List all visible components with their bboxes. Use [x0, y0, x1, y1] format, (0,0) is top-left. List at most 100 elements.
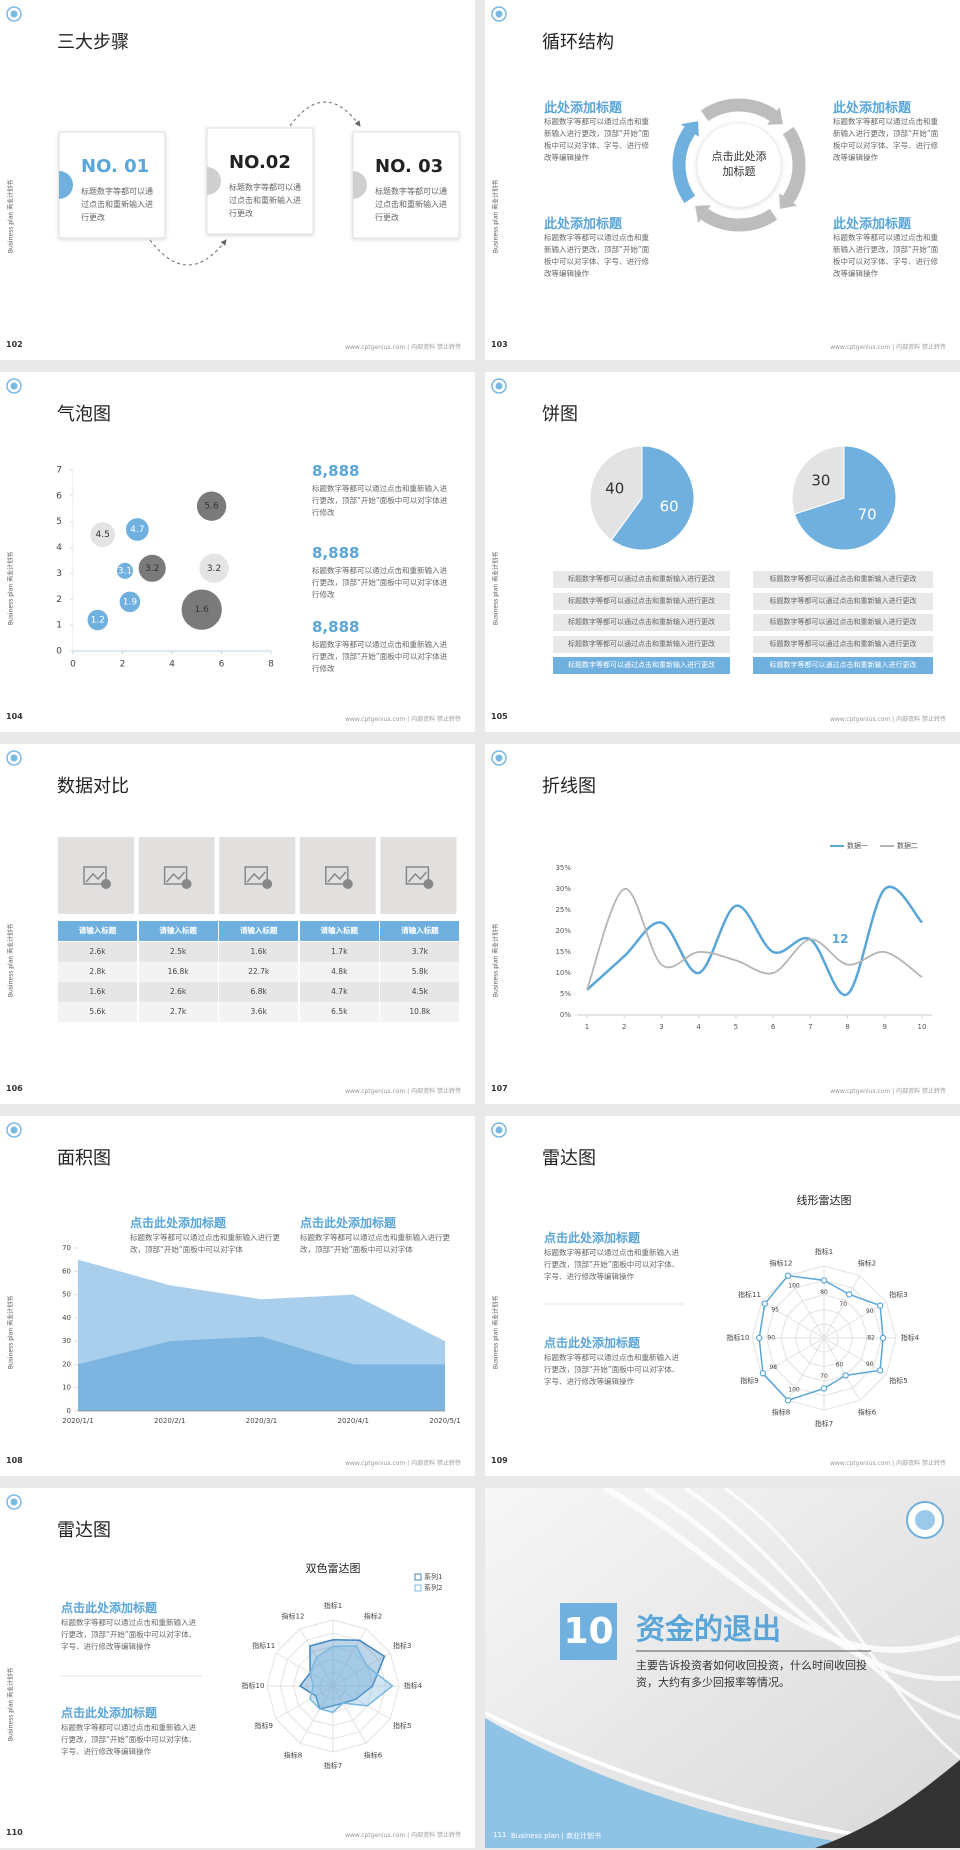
image-icon — [246, 871, 266, 883]
step-box — [352, 131, 460, 239]
value-label: 90 — [866, 1308, 874, 1315]
slide-canvas — [491, 6, 806, 232]
connector — [289, 101, 361, 127]
x-tick-label: 6 — [219, 660, 225, 670]
slide: Business plan 商业计划书 三大步骤 102 www.cptgenius.… — [0, 0, 475, 360]
axis-label: 指标10 — [727, 1333, 750, 1342]
image-placeholder — [58, 837, 134, 914]
value-label: 70 — [820, 1373, 828, 1380]
y-tick-label: 30% — [555, 885, 571, 893]
side-label: Business plan 商业计划书 — [492, 1295, 500, 1370]
step-box — [206, 127, 314, 235]
axis-label: 指标1 — [815, 1247, 833, 1256]
y-tick-label: 15% — [555, 948, 571, 956]
axis-label: 指标12 — [282, 1612, 305, 1621]
axis-label: 指标11 — [252, 1641, 275, 1650]
slide-title: 雷达图 — [542, 1148, 596, 1169]
radar-series — [309, 1645, 394, 1714]
radar-spoke — [787, 1275, 825, 1339]
side-label: Business plan 商业计划书 — [7, 1667, 15, 1742]
image-icon — [407, 871, 427, 883]
y-tick-label: 1 — [56, 621, 62, 631]
radar-spoke — [299, 1685, 334, 1744]
legend-label: 数据一 — [847, 841, 868, 850]
bubble-label: 4.7 — [130, 525, 144, 535]
line-series — [586, 885, 923, 996]
radar-point — [756, 1334, 763, 1342]
axis-label: 指标9 — [254, 1721, 272, 1730]
x-tick-label: 2020/2/1 — [154, 1417, 185, 1425]
cover-swoosh — [724, 1488, 960, 1760]
x-tick-label: 9 — [883, 1023, 887, 1031]
bubble — [197, 552, 231, 585]
table-cell: 2.6k — [138, 982, 218, 1002]
radar-point — [761, 1300, 768, 1307]
bubble — [88, 520, 117, 549]
x-tick-label: 2020/5/1 — [429, 1417, 460, 1425]
axis-label: 指标4 — [404, 1681, 423, 1690]
item-text: 标题数字等都可以通过点击和重新输入进行更改，顶部“开始”面板中可以对字体、字号、… — [544, 233, 650, 278]
step-label: NO. 03 — [375, 156, 444, 177]
table-cell: 1.7k — [299, 942, 379, 962]
slide-canvas: 0 10 20 30 40 50 60 70 2020/1/1 2020/2/1 2020/3/1 2… — [6, 1122, 461, 1425]
logo — [10, 1498, 18, 1506]
y-tick-label: 2 — [56, 595, 62, 605]
image-icon — [166, 871, 186, 883]
item-text: 标题数字等都可以通过点击和重新输入进行更改，顶部“开始”面板中可以对字体、字号、… — [61, 1723, 197, 1756]
list-row: 标题数字等都可以通过点击和重新输入进行更改 — [753, 614, 933, 631]
pie-label: 40 — [605, 480, 624, 498]
y-tick-label: 25% — [555, 906, 571, 914]
value-label: 100 — [788, 1386, 800, 1393]
value-label: 90 — [767, 1335, 775, 1342]
step-text: 标题数字等都可以通过点击和重新输入进行更改 — [229, 183, 301, 218]
axis-label: 指标2 — [858, 1259, 876, 1268]
page-number: 109 — [491, 1456, 508, 1465]
logo — [491, 378, 507, 394]
axis-label: 指标5 — [393, 1721, 411, 1730]
slide-title: 饼图 — [542, 404, 578, 425]
radar-spoke — [823, 1337, 861, 1401]
axis-label: 指标3 — [393, 1641, 411, 1650]
bubble — [115, 561, 135, 581]
side-label: Business plan 商业计划书 — [492, 179, 500, 254]
footer: www.cptgenius.com | 内部资料 禁止转传 — [345, 716, 461, 723]
logo — [10, 754, 18, 762]
image-icon — [325, 866, 349, 885]
y-tick-label: 3 — [56, 569, 62, 579]
axis-label: 指标8 — [772, 1407, 790, 1416]
cover-swoosh — [603, 1488, 960, 1653]
slide-canvas: 60 40 70 30 — [491, 378, 897, 551]
y-tick-label: 0% — [560, 1011, 571, 1019]
radar-point — [879, 1334, 887, 1342]
step-box — [58, 131, 166, 239]
radar-point — [820, 1277, 828, 1284]
list-row: 标题数字等都可以通过点击和重新输入进行更改 — [753, 571, 933, 588]
connector — [149, 239, 227, 266]
item-heading: 点击此处添加标题 — [544, 1336, 641, 1350]
footer: www.cptgenius.com | 内部资料 禁止转传 — [345, 1460, 461, 1467]
x-tick-label: 4 — [696, 1023, 701, 1031]
x-tick-label: 6 — [771, 1023, 776, 1031]
x-tick-label: 5 — [734, 1023, 738, 1031]
page-number: 107 — [491, 1084, 508, 1093]
logo — [10, 1126, 18, 1134]
table-cell: 4.8k — [299, 962, 379, 982]
y-tick-label: 0 — [56, 647, 62, 657]
value-label: 98 — [769, 1364, 777, 1371]
y-tick-label: 10% — [555, 969, 571, 977]
item-text: 标题数字等都可以通过点击和重新输入进行更改，顶部“开始”面板中可以对字体、字号、… — [544, 117, 650, 162]
axis-label: 指标1 — [324, 1601, 342, 1610]
table-cell: 4.7k — [299, 982, 379, 1002]
pie-slice — [589, 445, 643, 541]
pie-slice — [610, 445, 695, 551]
list-row: 标题数字等都可以通过点击和重新输入进行更改 — [753, 592, 933, 610]
y-tick-label: 5% — [560, 990, 571, 998]
slide: Business plan 商业计划书 数据对比 106 www.cptgenius.… — [0, 744, 475, 1104]
axis-label: 指标7 — [815, 1419, 833, 1428]
table-cell: 10.8k — [380, 1002, 460, 1022]
axis-label: 指标9 — [740, 1376, 758, 1385]
bubble — [124, 516, 151, 543]
pie-slice — [793, 445, 897, 551]
logo — [10, 382, 18, 390]
